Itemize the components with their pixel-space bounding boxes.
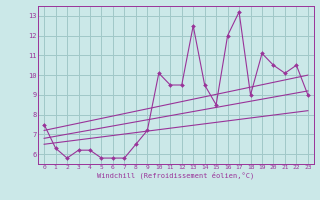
- X-axis label: Windchill (Refroidissement éolien,°C): Windchill (Refroidissement éolien,°C): [97, 172, 255, 179]
